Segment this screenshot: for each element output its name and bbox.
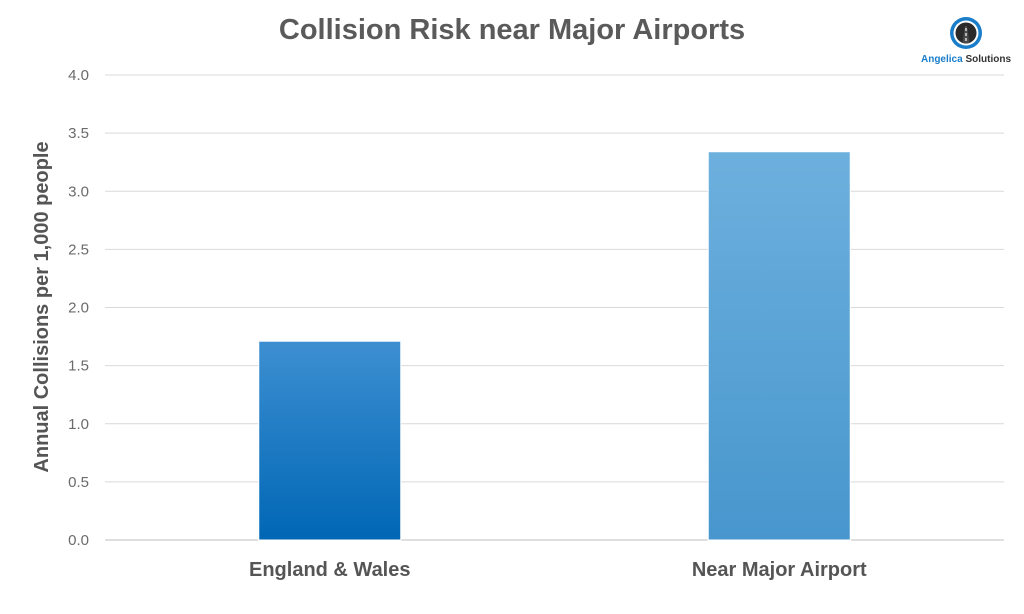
y-axis-title: Annual Collisions per 1,000 people (31, 141, 53, 472)
bar (707, 151, 851, 541)
y-tick-label: 0.5 (68, 474, 89, 491)
y-tick-label: 2.0 (68, 300, 89, 317)
logo-brand-part2: Solutions (962, 54, 1012, 65)
y-tick-label: 1.5 (68, 358, 89, 375)
chart-title: Collision Risk near Major Airports (278, 14, 746, 46)
bar (258, 340, 402, 541)
y-tick-label: 1.0 (68, 416, 89, 433)
x-category-label: England & Wales (249, 559, 411, 581)
y-tick-label: 3.0 (68, 183, 89, 200)
bars (258, 151, 851, 541)
gridlines (105, 74, 1004, 541)
logo-text: Angelica Solutions (920, 54, 1012, 65)
road-icon (950, 17, 982, 49)
y-tick-label: 2.5 (68, 241, 89, 258)
y-axis-ticks: 0.0 0.5 1.0 1.5 2.0 2.5 3.0 3.5 4.0 (68, 67, 89, 549)
x-category-label: Near Major Airport (692, 559, 867, 581)
company-logo: Angelica Solutions (920, 14, 1012, 68)
y-tick-label: 3.5 (68, 125, 89, 142)
logo-brand-part1: Angelica (920, 54, 963, 65)
y-tick-label: 0.0 (68, 532, 89, 549)
x-axis-categories: England & Wales Near Major Airport (249, 559, 867, 581)
y-tick-label: 4.0 (68, 67, 89, 84)
